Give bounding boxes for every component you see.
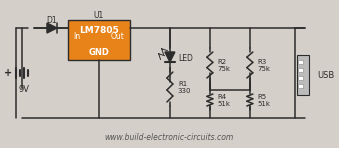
Bar [298, 76, 303, 80]
Text: USB: USB [317, 70, 334, 79]
Text: 51k: 51k [218, 101, 231, 107]
Text: R1: R1 [178, 81, 187, 87]
Text: 75k: 75k [258, 66, 271, 72]
Text: R4: R4 [218, 94, 227, 100]
Text: GND: GND [88, 48, 109, 57]
Polygon shape [47, 23, 57, 33]
Text: +: + [4, 68, 12, 78]
Text: U1: U1 [94, 11, 104, 20]
Text: R5: R5 [258, 94, 267, 100]
Text: LM7805: LM7805 [79, 25, 119, 34]
Text: 75k: 75k [218, 66, 231, 72]
Text: LED: LED [178, 53, 193, 62]
FancyBboxPatch shape [68, 20, 130, 60]
Text: 9V: 9V [19, 85, 29, 94]
Text: R3: R3 [258, 59, 267, 65]
Bar [298, 60, 303, 64]
Text: 51k: 51k [258, 101, 271, 107]
Text: Out: Out [111, 32, 125, 41]
Bar [298, 84, 303, 88]
Polygon shape [165, 52, 175, 62]
Text: 330: 330 [178, 88, 192, 94]
Text: R2: R2 [218, 59, 227, 65]
Bar [298, 68, 303, 72]
Text: www.build-electronic-circuits.com: www.build-electronic-circuits.com [104, 133, 234, 143]
Bar [297, 55, 309, 95]
Text: D1: D1 [47, 16, 57, 25]
Text: In: In [73, 32, 80, 41]
